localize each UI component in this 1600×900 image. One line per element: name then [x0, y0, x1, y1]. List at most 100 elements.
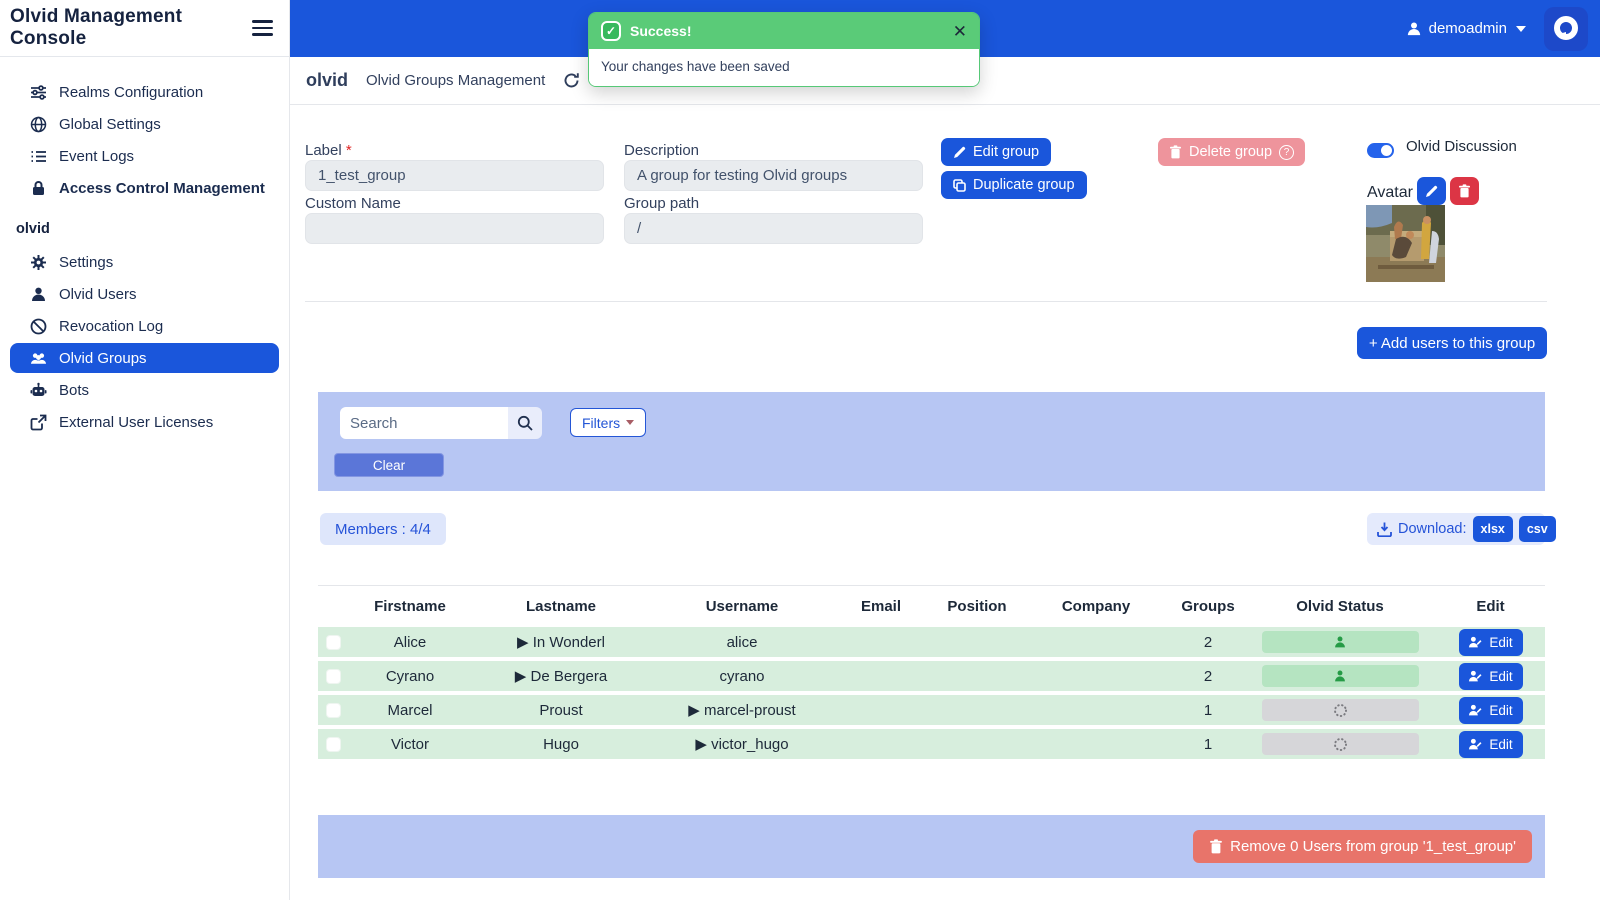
- sidebar-item-label: Bots: [59, 381, 90, 399]
- cell-groups: 1: [1203, 701, 1213, 719]
- cell-groups: 2: [1203, 633, 1213, 651]
- hamburger-icon[interactable]: [252, 16, 273, 40]
- add-users-button[interactable]: + Add users to this group: [1357, 327, 1547, 359]
- table-header: Firstname Lastname Username Email Positi…: [318, 585, 1545, 627]
- user-edit-icon: [1469, 670, 1482, 681]
- sidebar-item-olvid-groups[interactable]: Olvid Groups: [10, 343, 279, 373]
- sidebar-item-event-logs[interactable]: Event Logs: [10, 141, 279, 171]
- search-panel: Filters Clear: [318, 392, 1545, 491]
- status-badge: [1261, 665, 1419, 687]
- duplicate-group-button[interactable]: Duplicate group: [941, 171, 1087, 199]
- trash-icon: [1170, 145, 1181, 159]
- sliders-icon: [31, 84, 46, 100]
- sidebar-item-label: Settings: [59, 253, 114, 271]
- row-checkbox[interactable]: [326, 634, 341, 650]
- download-xlsx-button[interactable]: xlsx: [1472, 516, 1513, 542]
- cell-lastname[interactable]: ▶ De Bergera: [514, 668, 608, 685]
- cell-firstname: Alice: [393, 633, 427, 651]
- breadcrumb-realm: olvid: [306, 70, 349, 90]
- close-icon[interactable]: ✕: [952, 21, 967, 41]
- pencil-icon: [1426, 185, 1438, 197]
- delete-group-button[interactable]: Delete group ?: [1158, 138, 1306, 166]
- toast-message: Your changes have been saved: [589, 49, 979, 86]
- cell-username[interactable]: ▶ victor_hugo: [695, 736, 789, 753]
- cell-firstname: Cyrano: [385, 667, 435, 685]
- sidebar-item-realms-configuration[interactable]: Realms Configuration: [10, 77, 279, 107]
- row-checkbox[interactable]: [326, 736, 341, 752]
- olvid-logo-icon: [1554, 15, 1578, 40]
- username: demoadmin: [1428, 20, 1507, 37]
- clear-button[interactable]: Clear: [334, 453, 444, 477]
- bulk-action-band: Remove 0 Users from group '1_test_group': [318, 815, 1545, 878]
- members-count-badge: Members : 4/4: [320, 513, 446, 545]
- status-badge: [1261, 733, 1419, 755]
- user-icon: [1407, 22, 1420, 35]
- sidebar-item-external-user-licenses[interactable]: External User Licenses: [10, 407, 279, 437]
- avatar-label: Avatar: [1367, 184, 1413, 201]
- header-lastname: Lastname: [525, 598, 597, 615]
- label-field-label: Label *: [305, 142, 352, 159]
- sidebar-item-bots[interactable]: Bots: [10, 375, 279, 405]
- group-path-input[interactable]: [624, 213, 923, 244]
- row-checkbox[interactable]: [326, 668, 341, 684]
- no-entry-icon: [30, 318, 47, 334]
- row-checkbox[interactable]: [326, 702, 341, 718]
- section-divider: [305, 301, 1547, 302]
- user-menu[interactable]: demoadmin: [1406, 20, 1526, 37]
- sidebar-item-label: Global Settings: [59, 115, 161, 133]
- status-badge: [1261, 631, 1419, 653]
- sidebar-item-olvid-users[interactable]: Olvid Users: [10, 279, 279, 309]
- user-active-icon: [1335, 670, 1345, 682]
- download-csv-button[interactable]: csv: [1518, 516, 1556, 542]
- members-table: Firstname Lastname Username Email Positi…: [318, 585, 1545, 763]
- user-edit-icon: [1469, 636, 1482, 647]
- filters-button[interactable]: Filters: [570, 408, 647, 437]
- group-icon: [30, 352, 47, 364]
- custom-name-input[interactable]: [305, 213, 604, 244]
- sidebar-item-label: Olvid Groups: [59, 349, 147, 367]
- edit-user-button[interactable]: Edit: [1458, 662, 1523, 690]
- copy-icon: [953, 178, 966, 192]
- cell-lastname: Proust: [539, 701, 583, 719]
- main-content: Label * Description Custom Name Group pa…: [290, 105, 1600, 900]
- label-input[interactable]: [305, 160, 604, 191]
- group-path-field-label: Group path: [624, 195, 700, 212]
- edit-user-button[interactable]: Edit: [1458, 730, 1523, 758]
- table-row: Alice ▶ In Wonderl alice 2 Edit: [318, 627, 1545, 657]
- user-icon: [32, 287, 45, 301]
- external-link-icon: [30, 414, 47, 430]
- cell-lastname[interactable]: ▶ In Wonderl: [517, 634, 605, 651]
- group-avatar: [1366, 205, 1445, 282]
- olvid-discussion-toggle[interactable]: [1367, 143, 1394, 158]
- search-button[interactable]: [508, 407, 542, 439]
- edit-user-button[interactable]: Edit: [1458, 628, 1523, 656]
- avatar-edit-button[interactable]: [1417, 177, 1446, 205]
- cell-username: cyrano: [719, 667, 765, 685]
- search-input[interactable]: [340, 407, 508, 439]
- olvid-logo[interactable]: [1544, 6, 1588, 51]
- description-input[interactable]: [624, 160, 923, 191]
- chevron-down-icon: [626, 420, 635, 425]
- refresh-button[interactable]: [563, 72, 580, 89]
- download-icon: [1377, 522, 1392, 537]
- help-badge: ?: [1279, 144, 1295, 160]
- header-email: Email: [860, 598, 902, 615]
- trash-icon: [1459, 184, 1470, 198]
- remove-users-button[interactable]: Remove 0 Users from group '1_test_group': [1193, 830, 1532, 863]
- sidebar-item-label: Access Control Management: [59, 179, 265, 197]
- sidebar-item-global-settings[interactable]: Global Settings: [10, 109, 279, 139]
- sidebar-nav: Realms Configuration Global Settings Eve…: [0, 57, 289, 437]
- avatar-delete-button[interactable]: [1450, 177, 1479, 205]
- gear-icon: [31, 254, 46, 270]
- cell-username[interactable]: ▶ marcel-proust: [688, 702, 796, 719]
- search-icon: [517, 415, 533, 431]
- sidebar-item-revocation-log[interactable]: Revocation Log: [10, 311, 279, 341]
- globe-icon: [30, 116, 47, 132]
- sidebar-item-label: Olvid Users: [59, 285, 137, 303]
- cell-firstname: Victor: [390, 735, 430, 753]
- sidebar-item-settings[interactable]: Settings: [10, 247, 279, 277]
- sidebar-item-access-control-management[interactable]: Access Control Management: [10, 173, 279, 203]
- edit-user-button[interactable]: Edit: [1458, 696, 1523, 724]
- description-field-label: Description: [624, 142, 700, 159]
- edit-group-button[interactable]: Edit group: [941, 138, 1052, 166]
